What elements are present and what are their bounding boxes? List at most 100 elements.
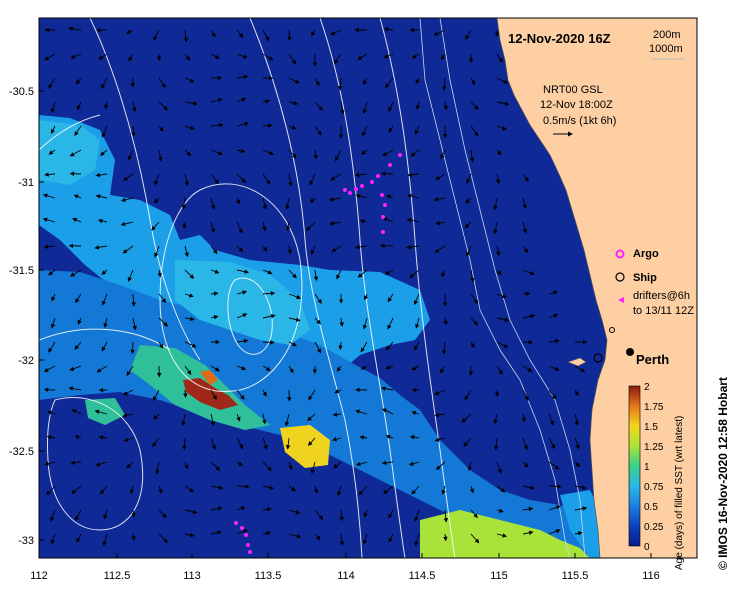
current-arrow	[443, 317, 448, 326]
y-tick-label: -31	[18, 177, 34, 189]
current-arrow	[314, 533, 321, 541]
current-arrow	[210, 291, 219, 296]
current-arrow	[48, 269, 56, 276]
current-arrow	[69, 149, 82, 157]
current-arrow	[383, 27, 394, 32]
current-arrow	[262, 413, 267, 425]
current-arrow	[101, 293, 108, 306]
sst-cyan-eddy	[175, 260, 310, 345]
current-arrow	[210, 413, 216, 426]
colorbar-ticks: 2 1.75 1.5 1.25 1 0.75 0.5 0.25 0	[644, 382, 664, 553]
current-arrow	[50, 317, 56, 329]
current-arrow	[307, 437, 316, 446]
current-arrow	[493, 221, 498, 235]
current-arrow	[131, 293, 136, 307]
current-arrow	[210, 365, 221, 372]
current-arrow	[236, 97, 247, 103]
current-arrow	[308, 389, 316, 401]
current-arrow	[262, 123, 273, 128]
current-arrow	[360, 149, 368, 155]
current-arrow	[262, 437, 268, 450]
current-arrow	[288, 293, 302, 300]
colorbar-tick-label: 1.75	[644, 402, 664, 413]
current-arrow	[548, 413, 555, 426]
current-arrow	[574, 437, 580, 450]
current-arrow	[362, 101, 368, 115]
current-arrow	[130, 341, 135, 355]
current-arrow	[548, 484, 562, 489]
current-arrow	[574, 365, 586, 373]
current-arrow	[413, 293, 420, 305]
current-arrow	[380, 386, 394, 391]
current-arrow	[443, 101, 448, 111]
current-arrow	[184, 53, 191, 61]
current-arrow	[388, 533, 394, 543]
current-arrow	[68, 26, 82, 31]
current-arrow	[574, 531, 583, 536]
current-arrow	[433, 197, 446, 202]
current-arrow	[262, 389, 267, 397]
current-arrow	[406, 244, 420, 250]
current-arrow	[470, 341, 475, 349]
current-arrow	[262, 53, 274, 61]
current-arrow	[132, 101, 137, 113]
y-tick-label: -31.5	[9, 265, 34, 277]
current-arrow	[354, 244, 368, 250]
current-arrow	[470, 509, 478, 519]
current-arrow	[522, 365, 533, 372]
current-arrow	[72, 217, 82, 223]
current-arrow	[383, 485, 394, 495]
current-arrow	[521, 413, 527, 423]
y-tick-label: -32.5	[9, 446, 34, 458]
current-arrow	[210, 389, 217, 401]
current-arrow	[434, 245, 446, 253]
current-arrow	[470, 101, 479, 110]
x-tick-label: 115.5	[562, 570, 589, 582]
current-arrow	[309, 173, 316, 186]
current-arrow	[236, 437, 244, 450]
current-arrow	[210, 530, 222, 535]
current-arrow	[522, 437, 528, 451]
current-arrow	[470, 293, 479, 304]
current-arrow	[69, 365, 82, 371]
current-arrow	[128, 149, 134, 161]
current-arrow	[46, 485, 56, 496]
x-tick-label: 114.5	[409, 570, 436, 582]
current-arrow	[42, 217, 56, 223]
current-arrow	[236, 290, 248, 295]
current-arrow	[44, 53, 56, 61]
current-arrow	[184, 293, 194, 298]
current-arrow	[129, 485, 135, 495]
current-arrow	[313, 269, 319, 282]
current-arrow	[466, 245, 472, 257]
current-arrow	[95, 461, 108, 467]
current-arrow	[153, 197, 160, 204]
y-axis: -30.5 -31 -31.5 -32 -32.5 -33	[9, 86, 44, 547]
current-arrow	[70, 269, 82, 277]
current-arrow	[210, 122, 224, 128]
current-arrow	[210, 197, 216, 210]
current-arrow	[339, 509, 344, 522]
current-arrow	[548, 505, 561, 511]
current-arrow	[441, 53, 446, 60]
current-arrow	[43, 365, 56, 372]
current-arrow	[73, 194, 82, 199]
current-arrow	[48, 149, 56, 155]
current-arrow	[101, 269, 108, 275]
current-arrow	[415, 317, 420, 329]
current-arrow	[158, 341, 164, 349]
current-arrow	[151, 221, 160, 231]
current-arrow	[335, 149, 342, 162]
current-arrow	[101, 77, 108, 90]
current-arrow	[470, 317, 478, 326]
current-arrow	[122, 412, 134, 418]
current-arrow	[496, 101, 510, 106]
current-arrow	[574, 506, 588, 511]
depth-contours	[419, 18, 586, 558]
current-arrow	[496, 149, 502, 156]
current-arrow	[548, 313, 559, 319]
current-arrow	[385, 434, 394, 440]
current-arrow	[309, 197, 316, 203]
current-arrow	[43, 244, 56, 249]
current-arrow	[153, 413, 160, 420]
